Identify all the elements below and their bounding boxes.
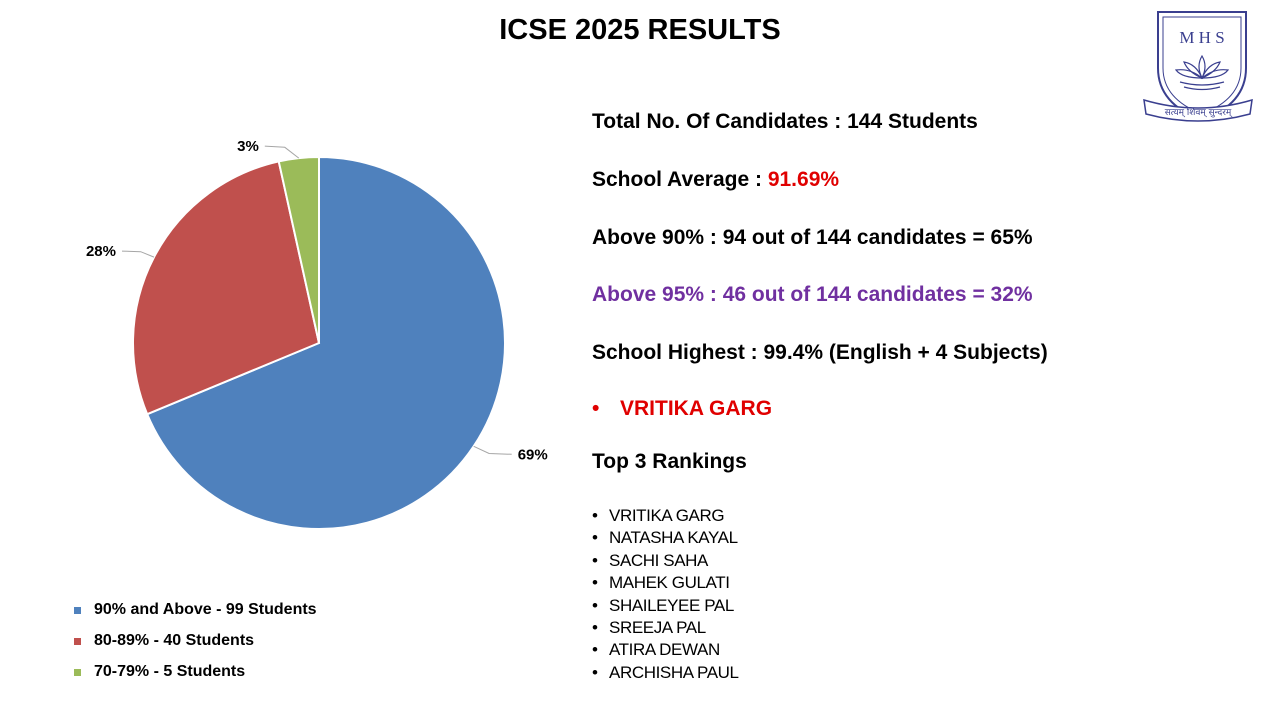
bullet-icon: • [592, 528, 598, 548]
above-95-stat: Above 95% : 46 out of 144 candidates = 3… [592, 283, 1033, 306]
pie-slice-80-89 [132, 160, 321, 416]
legend-item-70-79: 70-79% - 5 Students [74, 663, 317, 680]
bullet-icon: • [592, 397, 600, 420]
bullet-icon: • [592, 618, 598, 638]
results-pie-chart: 69% 28% 3% [86, 138, 548, 530]
rankings-heading: Top 3 Rankings [592, 450, 747, 473]
list-item: • SHAILEYEE PAL [592, 595, 739, 617]
list-item: • VRITIKA GARG [592, 505, 739, 527]
list-item: • ARCHISHA PAUL [592, 662, 739, 684]
list-item: • MAHEK GULATI [592, 572, 739, 594]
crest-letters: M H S [1179, 28, 1224, 47]
list-item: • ATIRA DEWAN [592, 639, 739, 661]
bullet-icon: • [592, 506, 598, 525]
legend-label: 80-89% - 40 Students [94, 632, 255, 649]
legend-label: 70-79% - 5 Students [94, 663, 246, 680]
topper-name-text: VRITIKA GARG [620, 397, 773, 420]
legend-item-80-89: 80-89% - 40 Students [74, 632, 317, 649]
bullet-icon: • [592, 550, 598, 570]
legend-swatch-red [74, 637, 81, 645]
chart-legend: 90% and Above - 99 Students 80-89% - 40 … [74, 601, 317, 695]
school-crest-logo: M H S सत्यम् शिवम् सुन्दरम् [1143, 11, 1253, 122]
bullet-icon: • [592, 662, 598, 682]
pie-leader-line [121, 250, 155, 258]
list-item: • SACHI SAHA [592, 550, 739, 572]
list-item: • NATASHA KAYAL [592, 527, 739, 549]
school-average-label: School Average : [592, 168, 768, 191]
topper-name: • VRITIKA GARG [592, 397, 772, 421]
total-candidates: Total No. Of Candidates : 144 Students [592, 110, 978, 133]
bullet-icon: • [592, 595, 598, 615]
crest-motto: सत्यम् शिवम् सुन्दरम् [1165, 106, 1234, 118]
pie-leader-line [473, 445, 512, 455]
lotus-icon [1174, 54, 1230, 91]
pie-data-label: 28% [86, 243, 116, 260]
school-average-value: 91.69% [767, 168, 840, 191]
rankings-list: • VRITIKA GARG • NATASHA KAYAL • SACHI SAHA… [592, 505, 739, 684]
bullet-icon: • [592, 573, 598, 593]
pie-data-label: 69% [518, 446, 548, 463]
legend-label: 90% and Above - 99 Students [94, 601, 317, 618]
pie-data-label: 3% [237, 138, 259, 155]
list-item: • SREEJA PAL [592, 617, 739, 639]
above-90-stat: Above 90% : 94 out of 144 candidates = 6… [592, 226, 1033, 249]
pie-leader-line [264, 145, 300, 159]
legend-swatch-blue [74, 606, 81, 614]
pie-slice-90-above [145, 155, 506, 530]
school-highest: School Highest : 99.4% (English + 4 Subj… [592, 341, 1048, 364]
bullet-icon: • [592, 640, 598, 660]
legend-swatch-green [74, 668, 81, 676]
school-average: School Average : 91.69% [592, 168, 839, 192]
page-title: ICSE 2025 RESULTS [499, 14, 781, 46]
legend-item-90-above: 90% and Above - 99 Students [74, 601, 317, 618]
